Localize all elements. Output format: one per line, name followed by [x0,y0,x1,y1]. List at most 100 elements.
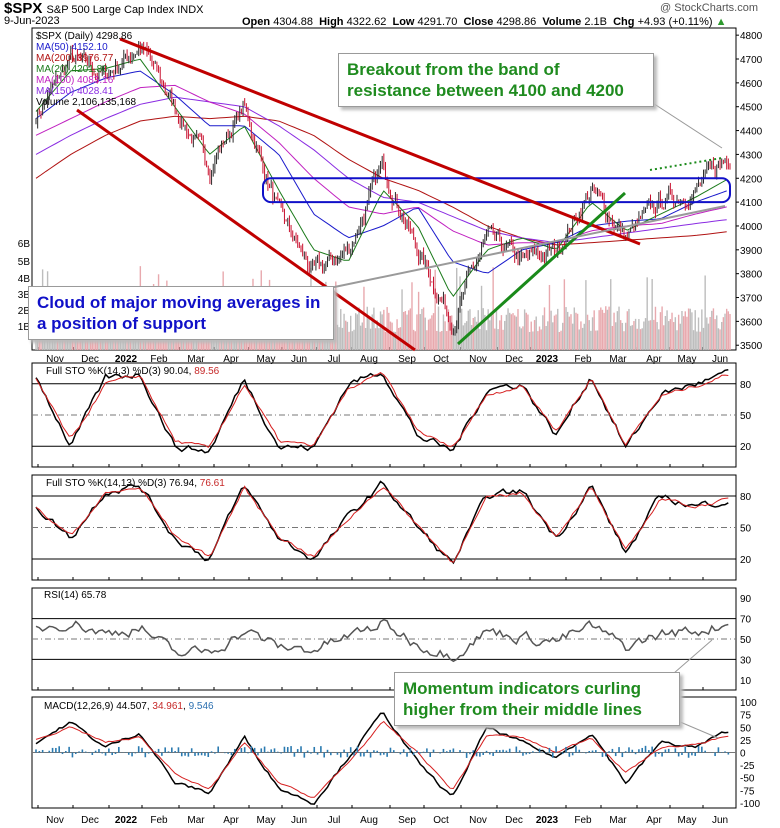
volume-bar [336,324,339,350]
volume-bar [186,330,188,350]
volume-tick-label: 6B [18,239,31,250]
sto1-line-d [35,372,729,448]
volume-bar [474,316,476,350]
x-tick-label-bottom: Apr [646,815,662,826]
x-tick-label-bottom: May [678,815,697,826]
volume-bar [701,309,703,350]
x-tick-label-price: Jun [291,354,307,365]
volume-bar [376,320,378,350]
volume-bar [595,330,597,350]
volume-tick-label: 3B [18,290,31,301]
volume-bar [591,317,594,350]
volume-bar [358,307,360,350]
macd-hist-bar [71,752,74,758]
volume-bar [656,322,658,350]
price-legend: $SPX (Daily) 4298.86 MA(50) 4152.10 MA(2… [36,31,136,108]
macd-hist-bar [508,748,511,753]
macd-hist-bar [339,752,342,758]
volume-bar [562,322,564,350]
macd-hist-bar [326,749,329,753]
volume-bar [499,320,501,350]
macd-hist-bar [426,748,428,753]
volume-bar [512,313,514,350]
macd-hist-bar [661,752,663,757]
volume-bar [482,308,484,350]
price-y-tick-label: 4000 [740,222,763,233]
volume-bar [513,315,516,350]
volume-bar [646,277,648,350]
volume-bar [727,311,730,350]
sto1-line-k [35,368,729,454]
volume-bar [692,330,695,350]
macd-hist-bar [353,752,355,756]
x-tick-label-bottom: Aug [360,815,378,826]
macd-hist-bar [469,752,471,755]
price-y-tick-label: 4100 [740,198,763,209]
volume-bar [527,314,529,350]
callout-support: Cloud of major moving averages in a posi… [28,286,334,340]
volume-bar [585,280,587,350]
volume-bar [442,314,445,350]
ma-line-ma20 [35,58,727,298]
macd-hist-bar [595,750,597,753]
volume-bar [611,325,614,350]
macd-hist-bar [624,751,627,753]
macd-hist-bar [224,752,226,754]
sto2-y-tick-label: 80 [740,492,752,503]
x-tick-label-price: Sep [398,354,416,365]
volume-bar [666,310,668,350]
x-tick-label-bottom: Mar [609,815,627,826]
volume-bar [401,289,403,350]
breakout-dotted-line [649,157,723,171]
rsi-y-tick-label: 10 [740,676,752,687]
volume-bar [560,330,562,350]
volume-bar [615,322,617,350]
macd-legend: MACD(12,26,9) 44.507, 34.961, 9.546 [44,701,214,712]
x-tick-label-price: Jul [328,354,341,365]
volume-bar [653,319,655,350]
volume-bar [545,325,547,350]
macd-hist-bar [177,747,180,753]
legend-ma200: MA(200) 3976.77 [36,53,114,64]
volume-bar [603,312,605,350]
ma-line-ma150 [35,96,727,244]
macd-hist-bar [409,748,412,753]
volume-bar [648,320,650,350]
volume-bar [431,315,433,350]
volume-bar [338,327,340,350]
volume-bar [724,313,726,350]
macd-hist-bar [492,752,494,756]
volume-bar [547,321,549,350]
volume-bar [396,319,398,350]
change-up-icon: ▲ [715,16,727,28]
volume-bar [416,314,418,350]
macd-hist-bar [330,752,332,756]
macd-hist-bar [369,752,372,758]
volume-bar [345,320,347,350]
macd-hist-bar [439,752,441,754]
symbol-title: $SPX S&P 500 Large Cap Index INDX [4,0,204,17]
macd-hist-bar [171,747,173,753]
x-tick-label-price: Apr [646,354,662,365]
macd-hist-bar [575,746,577,753]
macd-hist-bar [498,750,501,753]
volume-bar [437,306,440,350]
volume-bar [605,306,607,350]
macd-hist-bar [674,748,677,753]
macd-hist-bar [303,752,306,758]
macd-hist-bar [114,752,117,754]
x-tick-label-bottom: Jun [712,815,728,826]
x-tick-label-price: Dec [81,354,99,365]
macd-hist-bar [515,746,518,753]
volume-bar [571,323,574,350]
macd-hist-bar [141,747,143,753]
macd-hist-bar [644,745,647,753]
volume-bar [414,331,416,350]
volume-bar [509,312,511,350]
x-tick-label-bottom: Sep [398,815,416,826]
macd-hist-bar [164,747,166,753]
macd-hist-bar [187,752,190,757]
volume-bar [363,286,365,350]
volume-bar [651,279,653,350]
volume-bar [497,329,499,350]
